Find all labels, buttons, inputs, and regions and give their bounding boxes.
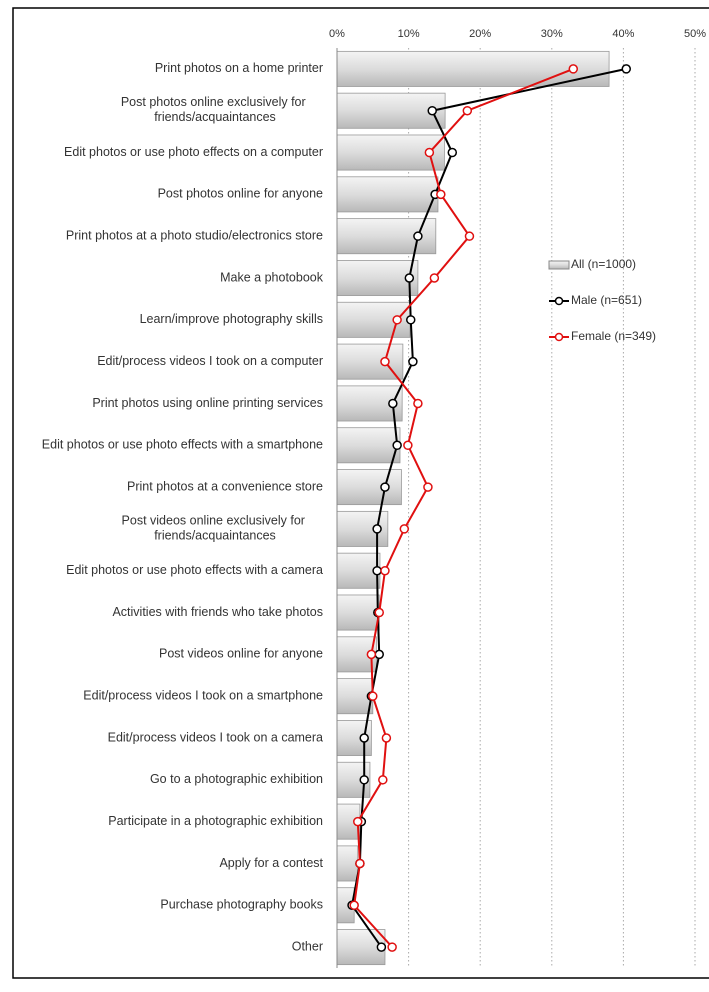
category-label: Post photos online for anyone xyxy=(158,187,323,201)
marker xyxy=(413,231,423,241)
marker xyxy=(447,147,458,158)
marker xyxy=(392,440,402,451)
marker xyxy=(359,775,369,785)
category-label: Edit/process videos I took on a camera xyxy=(108,730,323,744)
marker xyxy=(353,816,363,827)
category-label: Edit photos or use photo effects with a … xyxy=(66,563,323,577)
category-label: Learn/improve photography skills xyxy=(140,312,323,326)
category-label: Print photos at a photo studio/electroni… xyxy=(66,228,323,242)
bar xyxy=(336,92,446,129)
marker xyxy=(436,189,446,200)
marker xyxy=(408,356,418,367)
marker xyxy=(424,147,435,158)
marker xyxy=(429,273,440,283)
marker xyxy=(368,691,378,701)
marker xyxy=(423,482,433,492)
line xyxy=(350,67,627,948)
bar xyxy=(336,594,380,631)
marker xyxy=(376,942,387,952)
marker xyxy=(392,315,402,325)
legend-marker xyxy=(554,296,564,306)
category-label: Print photos at a convenience store xyxy=(127,479,323,493)
marker xyxy=(388,398,398,409)
category-label: Print photos on a home printer xyxy=(155,61,323,75)
x-tick-label: 40% xyxy=(612,28,634,40)
x-tick-label: 50% xyxy=(684,28,706,40)
marker xyxy=(462,105,473,116)
category-label: Post videos online exclusively for frien… xyxy=(122,514,309,543)
marker xyxy=(359,733,369,743)
x-tick-label: 0% xyxy=(329,28,345,40)
bar xyxy=(336,343,404,380)
legend-label: All (n=1000) xyxy=(571,257,636,271)
marker xyxy=(405,315,416,325)
category-label: Make a photobook xyxy=(220,270,324,284)
legend-label: Female (n=349) xyxy=(571,329,656,343)
marker xyxy=(381,733,392,743)
category-label: Post photos online exclusively for frien… xyxy=(121,96,309,125)
bar xyxy=(336,845,359,882)
category-label: Participate in a photographic exhibition xyxy=(108,814,323,828)
category-label: Edit/process videos I took on a computer xyxy=(97,354,323,368)
marker xyxy=(403,440,413,451)
marker xyxy=(621,64,632,74)
x-tick-label: 10% xyxy=(398,28,420,40)
category-label: Edit photos or use photo effects with a … xyxy=(42,438,323,452)
marker xyxy=(387,942,397,952)
marker xyxy=(404,273,415,283)
bar xyxy=(336,176,439,213)
legend-swatch xyxy=(548,260,570,270)
marker xyxy=(380,482,390,492)
category-label: Apply for a contest xyxy=(219,856,323,870)
marker xyxy=(366,649,377,660)
bar xyxy=(336,50,610,87)
marker xyxy=(568,64,579,74)
marker xyxy=(372,524,382,534)
legend-label: Male (n=651) xyxy=(571,293,642,307)
marker xyxy=(372,565,382,576)
line xyxy=(353,67,574,948)
frame xyxy=(12,7,709,979)
x-tick-label: 30% xyxy=(541,28,563,40)
category-label: Edit/process videos I took on a smartpho… xyxy=(83,688,323,702)
marker xyxy=(380,356,390,367)
bar xyxy=(336,469,402,506)
marker xyxy=(374,607,384,618)
marker xyxy=(464,231,475,241)
category-label: Purchase photography books xyxy=(160,898,323,912)
category-label: Other xyxy=(292,939,323,953)
marker xyxy=(374,649,384,660)
marker xyxy=(380,565,390,576)
marker xyxy=(427,105,437,116)
marker xyxy=(399,524,410,534)
category-label: Print photos using online printing servi… xyxy=(92,396,323,410)
category-label: Go to a photographic exhibition xyxy=(150,772,323,786)
marker xyxy=(378,775,388,785)
marker xyxy=(413,398,423,409)
marker xyxy=(355,858,365,869)
x-tick-label: 20% xyxy=(469,28,491,40)
bar xyxy=(336,427,401,464)
category-label: Activities with friends who take photos xyxy=(112,605,323,619)
marker xyxy=(349,900,359,911)
category-label: Edit photos or use photo effects on a co… xyxy=(64,145,323,159)
legend-marker xyxy=(554,332,564,342)
category-label: Post videos online for anyone xyxy=(159,647,323,661)
